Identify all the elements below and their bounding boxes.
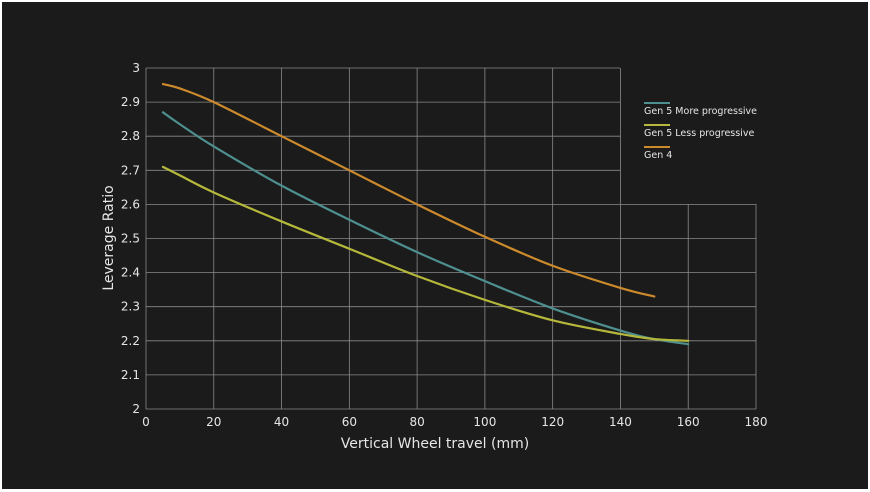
x-tick-label: 20 bbox=[206, 415, 221, 429]
series-line-gen-5-more-progressive bbox=[161, 111, 690, 346]
y-tick-label: 2.3 bbox=[121, 300, 140, 314]
legend-label: Gen 5 More progressive bbox=[644, 106, 757, 117]
series-line-gen-5-less-progressive bbox=[161, 165, 690, 342]
y-tick-label: 2.2 bbox=[121, 334, 140, 348]
y-tick-label: 2.6 bbox=[121, 197, 140, 211]
y-tick-label: 2.9 bbox=[121, 95, 140, 109]
x-tick-label: 0 bbox=[142, 415, 150, 429]
y-tick-label: 2.5 bbox=[121, 232, 140, 246]
x-tick-label: 180 bbox=[745, 415, 768, 429]
y-tick-label: 3 bbox=[132, 61, 140, 75]
y-tick-label: 2.8 bbox=[121, 129, 140, 143]
x-tick-label: 120 bbox=[541, 415, 564, 429]
y-tick-label: 2 bbox=[132, 402, 140, 416]
x-axis-title: Vertical Wheel travel (mm) bbox=[341, 436, 529, 452]
legend-label: Gen 5 Less progressive bbox=[644, 128, 754, 139]
x-tick-label: 160 bbox=[677, 415, 700, 429]
x-tick-label: 80 bbox=[409, 415, 424, 429]
x-tick-label: 100 bbox=[473, 415, 496, 429]
series-line-gen-4 bbox=[161, 82, 656, 298]
x-tick-label: 40 bbox=[274, 415, 289, 429]
series-lines bbox=[161, 82, 690, 346]
x-tick-label: 140 bbox=[609, 415, 632, 429]
legend-label: Gen 4 bbox=[644, 150, 672, 161]
grid bbox=[145, 67, 757, 410]
y-tick-label: 2.4 bbox=[121, 266, 140, 280]
y-tick-label: 2.7 bbox=[121, 163, 140, 177]
x-tick-label: 60 bbox=[342, 415, 357, 429]
y-tick-label: 2.1 bbox=[121, 368, 140, 382]
legend: Gen 5 More progressive Gen 5 Less progres… bbox=[644, 102, 757, 161]
y-axis-title: Leverage Ratio bbox=[101, 185, 117, 290]
tick-labels: 2 2.1 2.2 2.3 2.4 2.5 2.6 2.7 2.8 2.9 3 0 20 40 60 80 10… bbox=[121, 61, 768, 429]
